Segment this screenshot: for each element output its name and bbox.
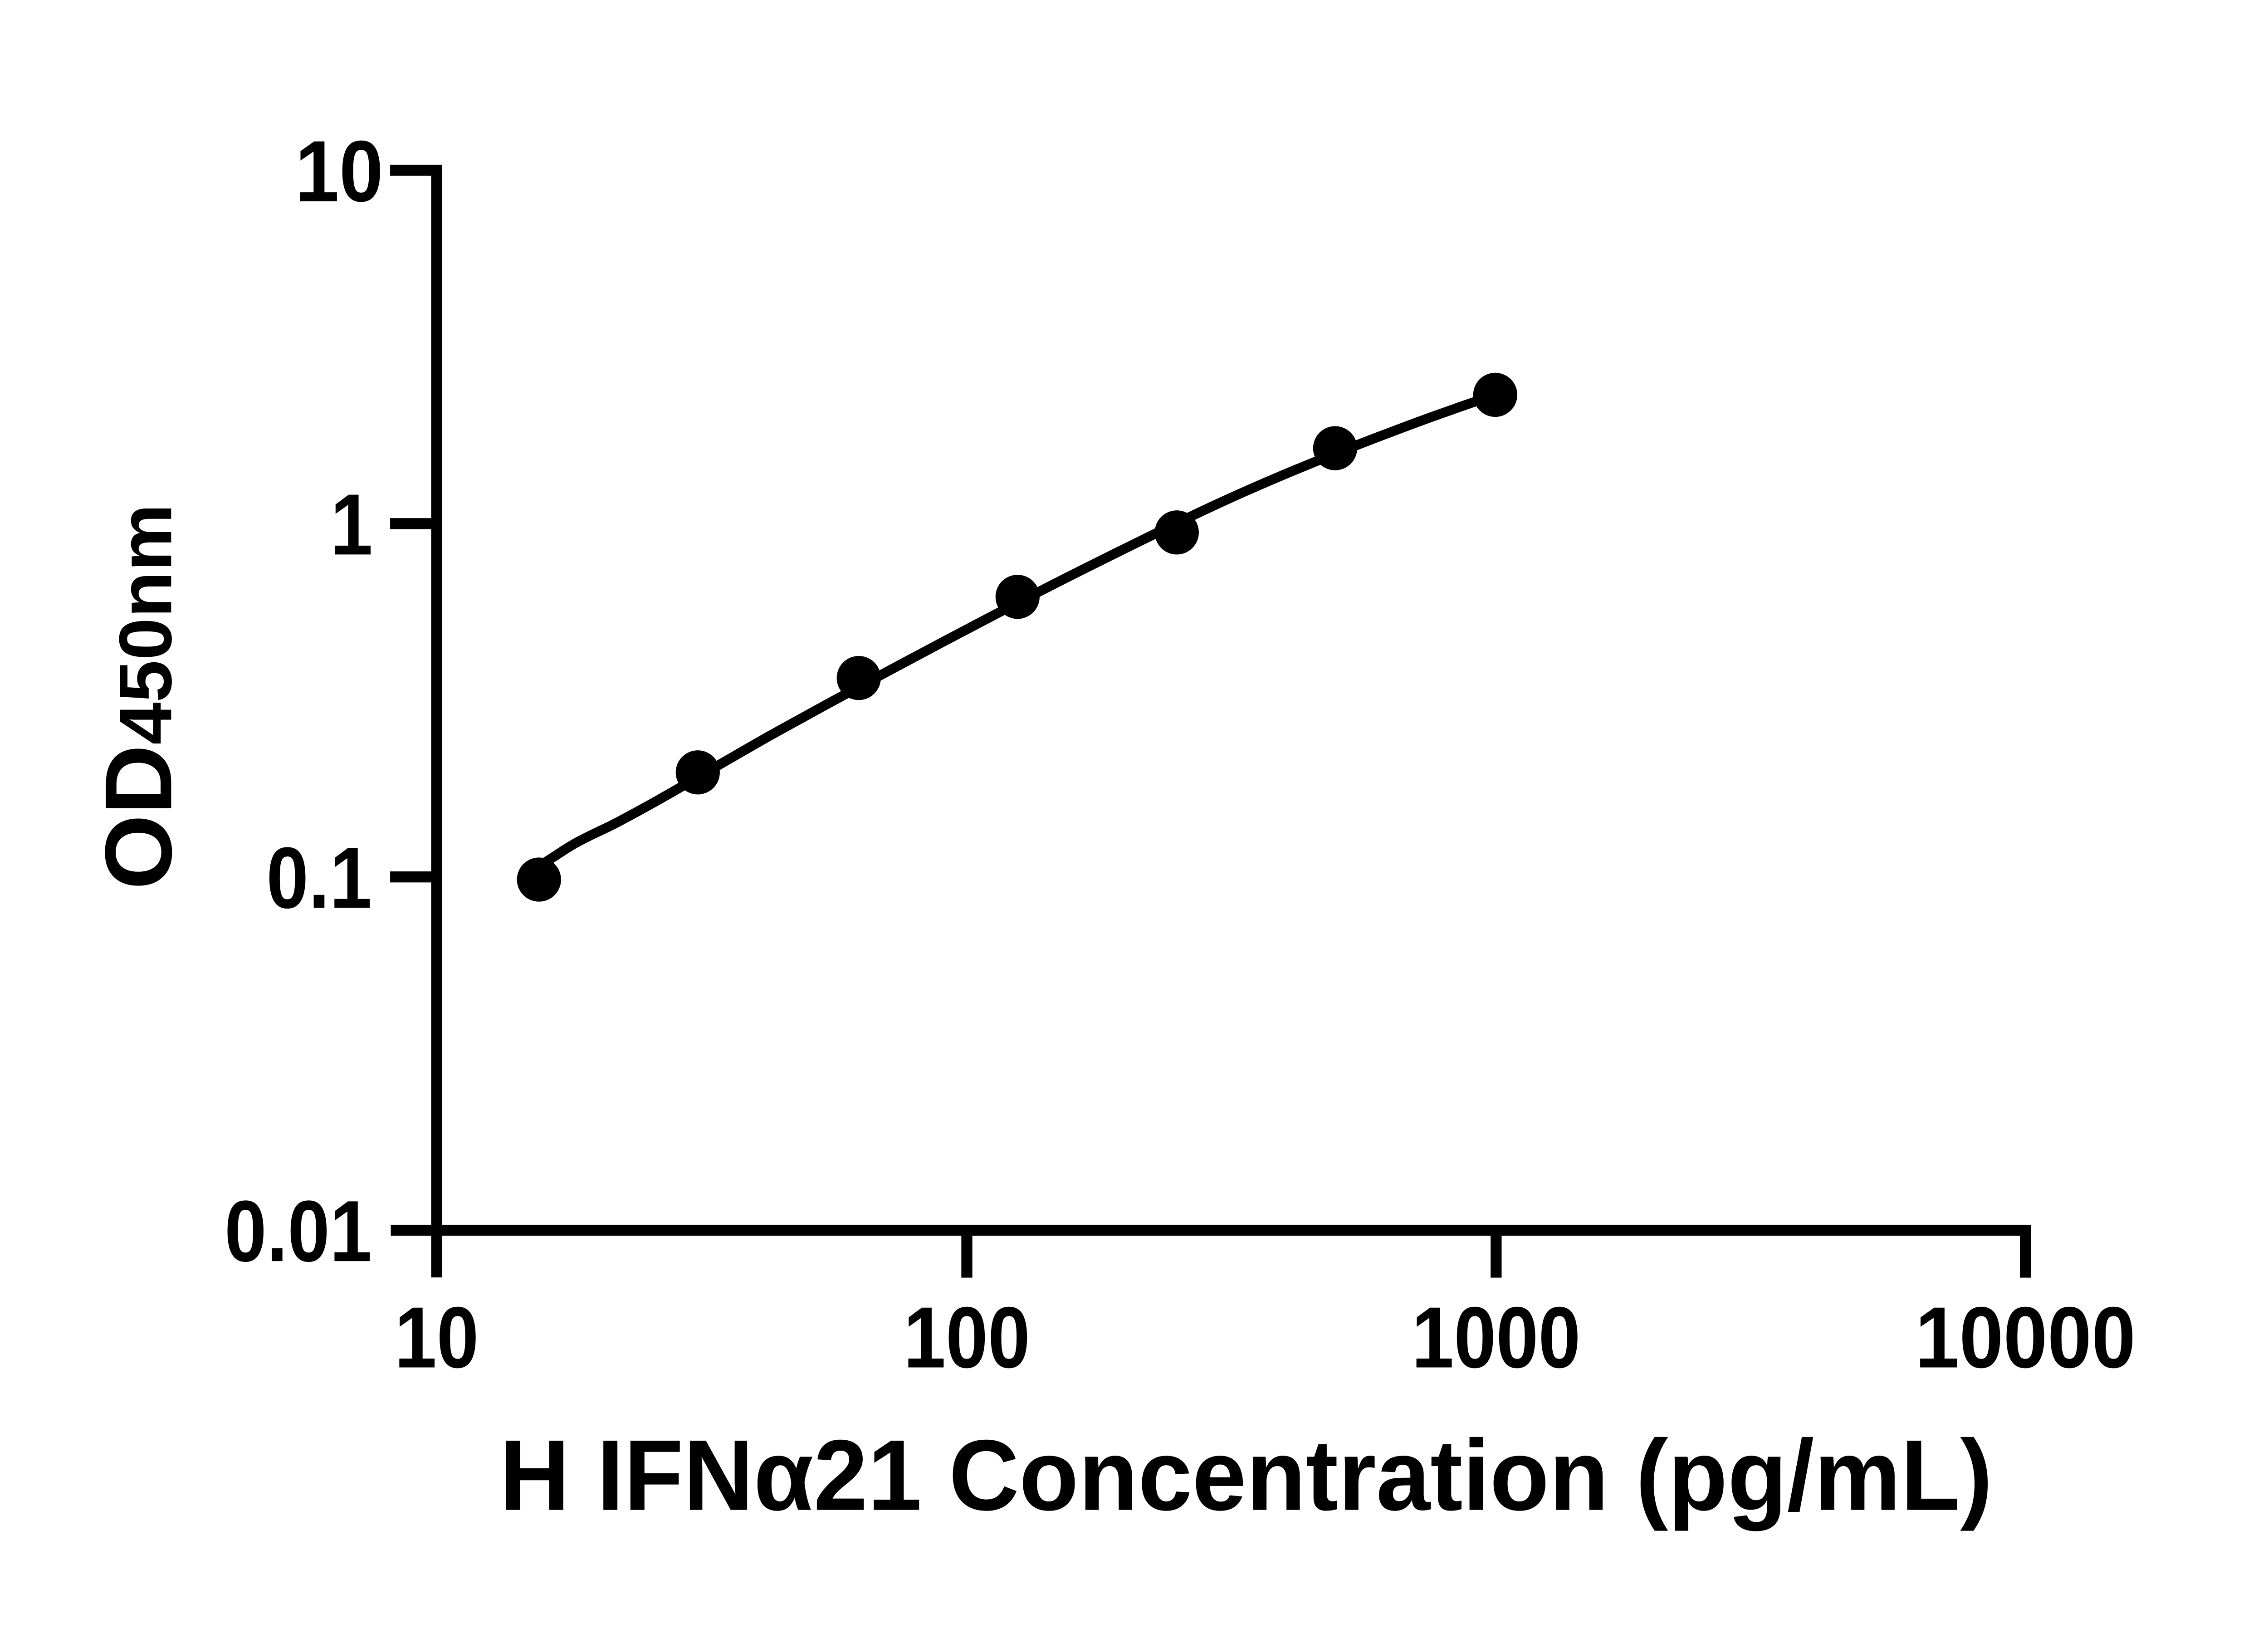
- svg-text:10: 10: [295, 123, 383, 220]
- svg-text:0.1: 0.1: [266, 829, 371, 926]
- svg-text:0.01: 0.01: [225, 1183, 372, 1280]
- svg-text:100: 100: [904, 1289, 1030, 1386]
- svg-text:1: 1: [330, 476, 372, 573]
- svg-text:H IFNα21 Concentration (pg/mL): H IFNα21 Concentration (pg/mL): [499, 1419, 1993, 1531]
- svg-text:10: 10: [395, 1289, 479, 1386]
- svg-text:OD450nm: OD450nm: [86, 504, 191, 890]
- svg-text:10000: 10000: [1915, 1289, 2136, 1386]
- svg-text:1000: 1000: [1412, 1289, 1580, 1386]
